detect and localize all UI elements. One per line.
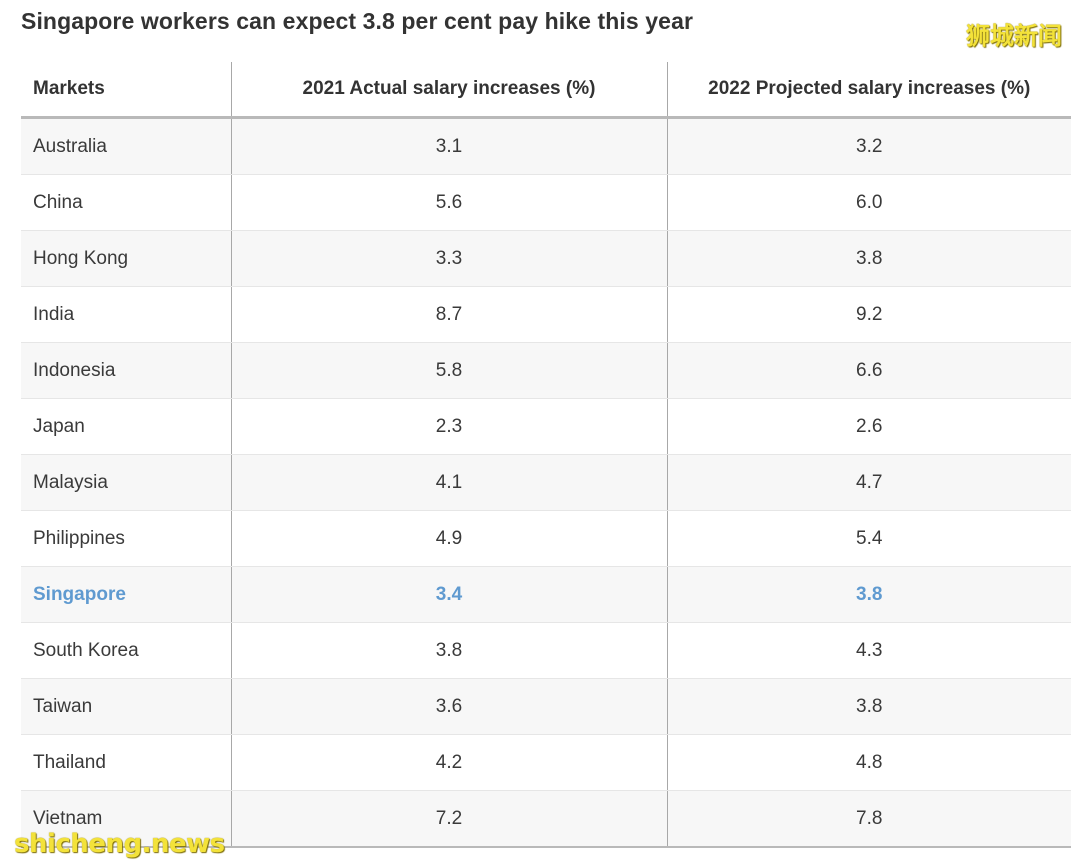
table-row: South Korea 3.8 4.3 <box>21 622 1071 679</box>
table-body: Australia 3.1 3.2 China 5.6 6.0 Hong Kong 3.3 3.… <box>21 117 1071 848</box>
table-row: Indonesia 5.8 6.6 <box>21 342 1071 399</box>
value-2021-cell: 4.2 <box>231 734 668 791</box>
column-header-2021-actual: 2021 Actual salary increases (%) <box>231 62 668 119</box>
value-2022-cell: 3.2 <box>667 117 1071 175</box>
value-2021-cell: 2.3 <box>231 398 668 455</box>
table-row: Taiwan 3.6 3.8 <box>21 678 1071 735</box>
column-header-2022-projected: 2022 Projected salary increases (%) <box>667 62 1071 119</box>
watermark-logo-cn: 狮城新闻 <box>966 22 1062 50</box>
value-2022-cell: 3.8 <box>667 230 1071 287</box>
table-row: Hong Kong 3.3 3.8 <box>21 230 1071 287</box>
value-2022-cell: 2.6 <box>667 398 1071 455</box>
value-2021-cell: 7.2 <box>231 790 668 848</box>
market-cell: Hong Kong <box>21 230 232 287</box>
value-2021-cell: 8.7 <box>231 286 668 343</box>
value-2021-cell: 4.9 <box>231 510 668 567</box>
value-2021-cell: 3.6 <box>231 678 668 735</box>
table-row: India 8.7 9.2 <box>21 286 1071 343</box>
market-cell: Japan <box>21 398 232 455</box>
value-2022-cell: 7.8 <box>667 790 1071 848</box>
value-2021-cell: 3.4 <box>231 566 668 623</box>
table-row: Singapore 3.4 3.8 <box>21 566 1071 623</box>
table-row: Australia 3.1 3.2 <box>21 117 1071 175</box>
table-row: Vietnam 7.2 7.8 <box>21 790 1071 848</box>
value-2021-cell: 3.3 <box>231 230 668 287</box>
value-2021-cell: 3.1 <box>231 117 668 175</box>
value-2021-cell: 3.8 <box>231 622 668 679</box>
value-2022-cell: 4.8 <box>667 734 1071 791</box>
table-row: China 5.6 6.0 <box>21 174 1071 231</box>
value-2022-cell: 6.0 <box>667 174 1071 231</box>
value-2022-cell: 4.7 <box>667 454 1071 511</box>
value-2022-cell: 3.8 <box>667 678 1071 735</box>
value-2022-cell: 3.8 <box>667 566 1071 623</box>
value-2021-cell: 5.8 <box>231 342 668 399</box>
market-cell: China <box>21 174 232 231</box>
table-row: Philippines 4.9 5.4 <box>21 510 1071 567</box>
value-2021-cell: 4.1 <box>231 454 668 511</box>
value-2021-cell: 5.6 <box>231 174 668 231</box>
header-row: Markets 2021 Actual salary increases (%)… <box>21 62 1071 119</box>
value-2022-cell: 6.6 <box>667 342 1071 399</box>
market-cell: Taiwan <box>21 678 232 735</box>
table-row: Malaysia 4.1 4.7 <box>21 454 1071 511</box>
value-2022-cell: 4.3 <box>667 622 1071 679</box>
market-cell: South Korea <box>21 622 232 679</box>
market-cell: Thailand <box>21 734 232 791</box>
watermark-site: shicheng.news <box>14 829 225 859</box>
table-row: Japan 2.3 2.6 <box>21 398 1071 455</box>
market-cell: Vietnam <box>21 790 232 848</box>
market-cell: Australia <box>21 117 232 175</box>
salary-table: Markets 2021 Actual salary increases (%)… <box>21 62 1071 848</box>
market-cell: Malaysia <box>21 454 232 511</box>
table-row: Thailand 4.2 4.8 <box>21 734 1071 791</box>
market-cell: India <box>21 286 232 343</box>
market-cell: Singapore <box>21 566 232 623</box>
value-2022-cell: 9.2 <box>667 286 1071 343</box>
market-cell: Philippines <box>21 510 232 567</box>
column-header-markets: Markets <box>21 62 232 119</box>
market-cell: Indonesia <box>21 342 232 399</box>
value-2022-cell: 5.4 <box>667 510 1071 567</box>
chart-title: Singapore workers can expect 3.8 per cen… <box>21 8 694 34</box>
